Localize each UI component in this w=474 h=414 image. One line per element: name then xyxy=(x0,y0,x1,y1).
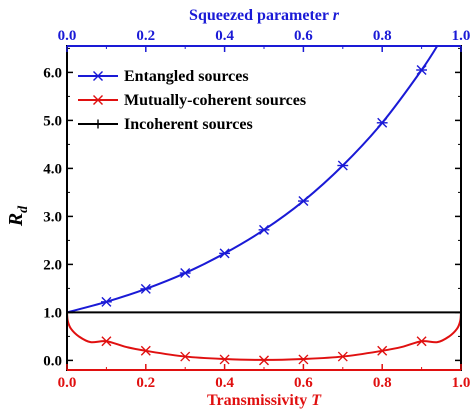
top-tick-label: 0.2 xyxy=(136,28,155,44)
marker-stroke xyxy=(101,336,112,347)
marker-stroke xyxy=(337,351,348,362)
marker-stroke xyxy=(259,355,269,366)
data-point xyxy=(376,117,388,128)
bottom-axis-title-var: T xyxy=(311,392,322,409)
y-tick-label: 3.0 xyxy=(43,209,62,225)
bottom-tick-label: 0.2 xyxy=(136,375,155,391)
y-tick-label: 2.0 xyxy=(43,257,62,273)
data-point xyxy=(298,354,309,365)
series-curves xyxy=(67,46,461,361)
data-point xyxy=(219,248,230,259)
legend-marker xyxy=(92,119,104,129)
bottom-tick-label: 0.8 xyxy=(373,375,392,391)
y-axis-ticks: 0.0 1.0 2.0 3.0 4.0 5.0 6.0 xyxy=(43,47,461,369)
axis-titles: Squeezed parameter r Transmissivity T Rd xyxy=(5,7,340,409)
data-point xyxy=(298,196,309,207)
legend-label: Mutually-coherent sources xyxy=(124,92,306,109)
data-point xyxy=(258,224,270,235)
y-tick-label: 5.0 xyxy=(43,113,62,129)
bottom-axis-title-text: Transmissivity xyxy=(207,392,311,409)
top-axis-title: Squeezed parameter r xyxy=(189,7,340,24)
top-axis-title-var: r xyxy=(333,7,340,24)
y-tick-label: 0.0 xyxy=(43,353,62,369)
y-tick-label: 4.0 xyxy=(43,161,62,177)
data-point xyxy=(219,354,230,365)
marker-stroke xyxy=(219,354,230,365)
bottom-tick-label: 0.6 xyxy=(294,375,313,391)
data-point xyxy=(337,351,348,362)
top-tick-label: 0.8 xyxy=(373,28,392,44)
marker-stroke xyxy=(377,345,388,356)
data-point xyxy=(101,296,112,307)
y-axis-title-sub: d xyxy=(16,205,31,213)
bottom-tick-label: 1.0 xyxy=(452,375,471,391)
legend-label: Entangled sources xyxy=(124,68,249,85)
top-tick-label: 0.4 xyxy=(215,28,234,44)
series-markers xyxy=(101,65,427,366)
series-line-1 xyxy=(67,312,461,361)
data-point xyxy=(416,65,427,75)
marker-stroke xyxy=(93,95,103,105)
y-axis-title: Rd xyxy=(5,205,31,227)
y-tick-label: 1.0 xyxy=(43,305,62,321)
data-point xyxy=(377,345,388,356)
y-axis-title-main: R xyxy=(5,213,27,227)
data-point xyxy=(140,283,152,294)
marker-stroke xyxy=(416,336,427,347)
top-axis-ticks: 0.0 0.2 0.4 0.6 0.8 1.0 xyxy=(58,28,471,52)
data-point xyxy=(337,160,349,171)
data-point xyxy=(179,268,191,279)
bottom-axis-ticks: 0.0 0.2 0.4 0.6 0.8 1.0 xyxy=(58,364,471,391)
marker-stroke xyxy=(298,354,309,365)
data-point xyxy=(416,336,427,347)
legend-marker xyxy=(93,95,103,105)
bottom-tick-label: 0.4 xyxy=(215,375,234,391)
data-point xyxy=(180,351,191,362)
marker-stroke xyxy=(140,345,151,356)
data-point xyxy=(101,336,112,347)
data-point xyxy=(140,345,151,356)
bottom-tick-label: 0.0 xyxy=(58,375,77,391)
top-tick-label: 0.0 xyxy=(58,28,77,44)
top-tick-label: 1.0 xyxy=(452,28,471,44)
legend: Entangled sources Mutually-coherent sourc… xyxy=(78,68,306,133)
top-axis-title-text: Squeezed parameter xyxy=(189,7,333,24)
marker-stroke xyxy=(180,351,191,362)
bottom-axis-title: Transmissivity T xyxy=(207,392,322,409)
series-line-0 xyxy=(67,46,439,314)
legend-marker xyxy=(92,71,104,81)
legend-label: Incoherent sources xyxy=(124,116,253,133)
data-point xyxy=(259,355,269,366)
top-tick-label: 0.6 xyxy=(294,28,313,44)
y-tick-label: 6.0 xyxy=(43,65,62,81)
